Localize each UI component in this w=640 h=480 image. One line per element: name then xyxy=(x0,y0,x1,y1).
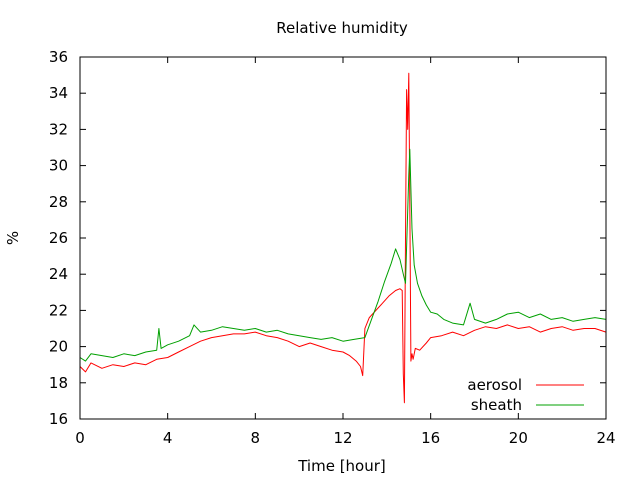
y-axis-ticks: 16 18 20 22 24 26 28 30 32 34 36 xyxy=(49,48,606,428)
x-tick-label: 4 xyxy=(163,429,173,447)
y-tick-label: 32 xyxy=(49,120,68,138)
y-tick-label: 22 xyxy=(49,301,68,319)
x-axis-label: Time [hour] xyxy=(297,457,386,475)
x-tick-label: 8 xyxy=(251,429,261,447)
plot-frame xyxy=(79,56,607,420)
chart-title: Relative humidity xyxy=(276,19,408,37)
legend-label-sheath: sheath xyxy=(471,396,522,414)
series-line-aerosol xyxy=(79,72,607,404)
y-tick-label: 28 xyxy=(49,193,68,211)
legend: aerosol sheath xyxy=(467,376,584,414)
series-layer xyxy=(79,72,607,404)
y-tick-label: 24 xyxy=(49,265,68,283)
y-tick-label: 36 xyxy=(49,48,68,66)
y-tick-label: 20 xyxy=(49,338,68,356)
x-tick-label: 24 xyxy=(596,429,615,447)
x-tick-label: 20 xyxy=(509,429,528,447)
legend-label-aerosol: aerosol xyxy=(467,376,522,394)
y-tick-label: 26 xyxy=(49,229,68,247)
x-tick-label: 16 xyxy=(421,429,440,447)
y-tick-label: 16 xyxy=(49,410,68,428)
x-tick-label: 0 xyxy=(75,429,85,447)
y-axis-label: % xyxy=(4,231,22,245)
series-line-sheath xyxy=(79,148,607,362)
y-tick-label: 18 xyxy=(49,374,68,392)
x-tick-label: 12 xyxy=(333,429,352,447)
y-tick-label: 34 xyxy=(49,84,68,102)
y-tick-label: 30 xyxy=(49,157,68,175)
x-axis-ticks: 0 4 8 12 16 20 24 xyxy=(75,57,616,447)
